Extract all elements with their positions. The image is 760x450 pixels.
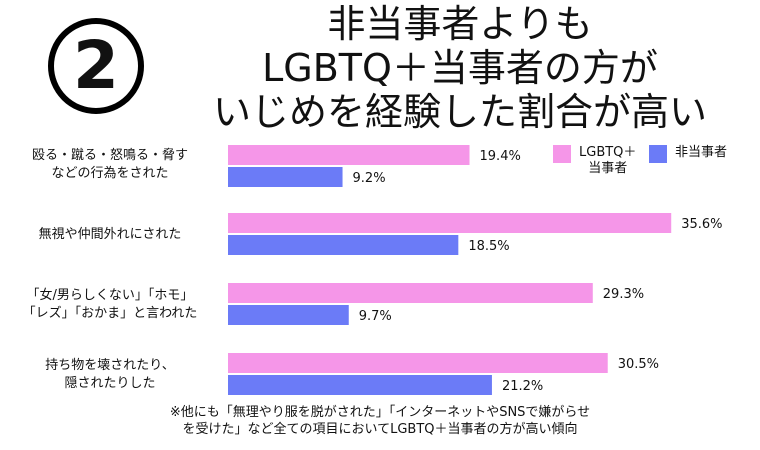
bar: [228, 375, 492, 395]
bar: [228, 283, 593, 303]
legend-swatch: [553, 145, 571, 163]
data-label: 35.6%: [681, 217, 722, 232]
bar: [228, 353, 608, 373]
data-label: 29.3%: [603, 287, 644, 302]
category-label-line: 「女/男らしくない」「ホモ」: [26, 288, 194, 303]
title-line: いじめを経験した割合が高い: [212, 90, 707, 134]
data-label: 21.2%: [502, 379, 543, 394]
legend-label: LGBTQ＋: [579, 145, 637, 160]
legend-label: 当事者: [588, 161, 628, 176]
legend-label: 非当事者: [675, 145, 728, 160]
category-label: 殴る・蹴る・怒鳴る・脅す などの行為をされた: [0, 147, 220, 183]
bar: [228, 167, 343, 187]
bar: [228, 235, 459, 255]
bar: [228, 145, 470, 165]
category-label-line: 殴る・蹴る・怒鳴る・脅す: [31, 148, 188, 163]
data-label: 18.5%: [468, 239, 509, 254]
category-label-line: 「レズ」「おかま」と言われた: [22, 306, 198, 321]
footnote: ※他にも「無理やり服を脱がされた」「インターネットやSNSで嫌がらせ を受けた」…: [0, 404, 760, 438]
bar: [228, 305, 349, 325]
data-label: 30.5%: [618, 357, 659, 372]
data-label: 9.7%: [359, 309, 392, 324]
legend-item-lgbtq: LGBTQ＋ 当事者: [553, 145, 636, 177]
legend-item-non-party: 非当事者: [649, 145, 727, 163]
category-label: 持ち物を壊されたり、 隠されたりした: [0, 357, 220, 393]
number-badge: 2: [48, 18, 144, 114]
category-label: 無視や仲間外れにされた: [0, 226, 220, 244]
category-label-line: などの行為をされた: [51, 166, 169, 181]
legend-swatch: [649, 145, 667, 163]
data-label: 9.2%: [353, 171, 386, 186]
data-label: 19.4%: [480, 149, 521, 164]
title-line: 非当事者よりも: [327, 2, 593, 46]
title-line: LGBTQ＋当事者の方が: [262, 46, 658, 90]
chart-title: 非当事者よりも LGBTQ＋当事者の方が いじめを経験した割合が高い: [190, 2, 730, 134]
category-label-line: 持ち物を壊されたり、: [45, 358, 175, 373]
badge-number: 2: [73, 27, 119, 104]
category-label: 「女/男らしくない」「ホモ」 「レズ」「おかま」と言われた: [0, 287, 220, 323]
footnote-line: を受けた」など全ての項目においてLGBTQ＋当事者の方が高い傾向: [182, 422, 578, 437]
footnote-line: ※他にも「無理やり服を脱がされた」「インターネットやSNSで嫌がらせ: [169, 405, 591, 420]
category-label-line: 隠されたりした: [64, 376, 156, 391]
bar: [228, 213, 672, 233]
category-label-line: 無視や仲間外れにされた: [38, 227, 182, 242]
